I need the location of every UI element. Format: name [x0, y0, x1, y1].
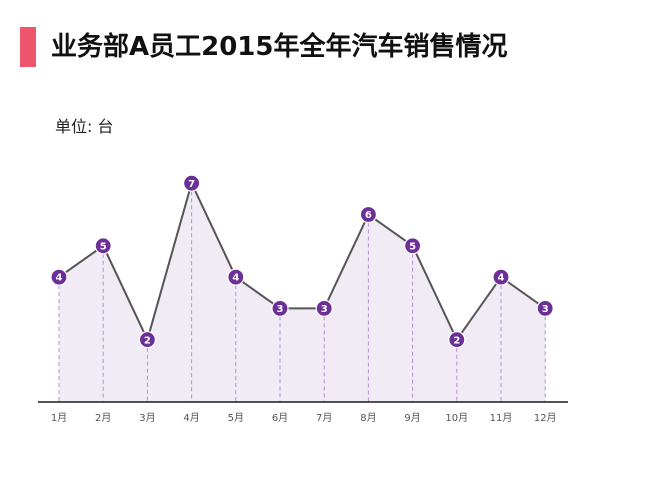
data-point-marker — [404, 237, 422, 255]
x-tick-label: 2月 — [95, 412, 111, 424]
data-point-marker — [359, 205, 377, 224]
data-point-marker — [492, 268, 510, 286]
data-point-marker — [50, 268, 68, 286]
data-point-marker — [94, 237, 112, 255]
data-point: 3 — [315, 299, 333, 317]
data-point-marker — [227, 268, 245, 286]
data-point-label: 5 — [409, 241, 416, 252]
data-point: 5 — [94, 237, 112, 255]
area-fill — [59, 183, 546, 402]
data-point: 3 — [271, 299, 289, 317]
data-point-marker — [315, 299, 333, 317]
unit-label: 单位: 台 — [55, 117, 114, 136]
page-title: 业务部A员工2015年全年汽车销售情况 — [51, 32, 508, 62]
data-points: 4 5 2 7 4 3 3 6 5 2 4 3 — [50, 174, 554, 349]
x-tick-label: 5月 — [228, 412, 244, 424]
data-point-marker — [183, 174, 201, 192]
data-point: 3 — [536, 299, 554, 317]
data-point-marker — [536, 299, 554, 317]
data-point: 7 — [183, 174, 201, 192]
x-tick-label: 8月 — [360, 412, 376, 424]
x-tick-label: 6月 — [272, 412, 288, 424]
x-tick-label: 4月 — [183, 412, 199, 424]
x-tick-labels: 1月 2月 3月 4月 5月 6月 7月 8月 9月 10月 11月 12月 — [51, 412, 557, 424]
data-point-marker — [271, 299, 289, 317]
data-point-label: 3 — [542, 304, 549, 315]
x-tick-label: 10月 — [445, 412, 468, 424]
data-point: 4 — [492, 268, 510, 286]
title-accent-bar — [20, 27, 36, 67]
x-tick-label: 7月 — [316, 412, 332, 424]
data-point: 2 — [448, 331, 466, 349]
x-tick-label: 9月 — [404, 412, 420, 424]
data-point-marker — [138, 331, 156, 349]
data-point: 2 — [138, 331, 156, 349]
data-point-label: 4 — [56, 273, 63, 284]
droplines — [58, 191, 546, 402]
data-point: 5 — [404, 237, 422, 255]
x-tick-label: 1月 — [51, 412, 67, 424]
data-point-label: 5 — [100, 241, 107, 252]
data-point-label: 6 — [365, 210, 372, 221]
data-point: 6 — [359, 205, 377, 224]
data-point-label: 4 — [498, 273, 505, 284]
data-point-label: 4 — [232, 273, 239, 284]
data-point: 4 — [50, 268, 68, 286]
data-point-label: 3 — [321, 304, 328, 315]
series-line — [58, 180, 546, 343]
x-tick-label: 11月 — [490, 412, 513, 424]
data-point: 4 — [227, 268, 245, 286]
data-point-marker — [448, 331, 466, 349]
data-point-label: 3 — [277, 304, 284, 315]
data-point-label: 7 — [188, 179, 195, 190]
data-point-label: 2 — [144, 335, 151, 346]
x-tick-label: 12月 — [534, 412, 557, 424]
x-tick-label: 3月 — [139, 412, 155, 424]
data-point-label: 2 — [453, 335, 460, 346]
